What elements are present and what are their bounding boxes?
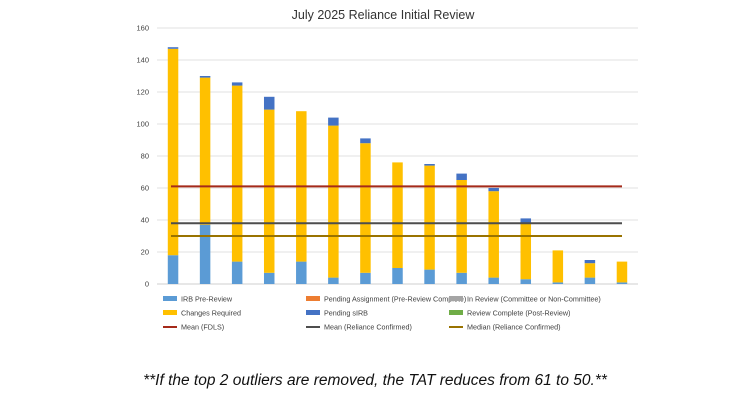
y-tick-label: 100 — [136, 120, 149, 129]
y-axis: 0 20 40 60 80 100 120 140 160 — [136, 24, 149, 289]
chart: July 2025 Reliance Initial Review 0 20 40 6… — [136, 8, 638, 332]
bar-segment — [488, 191, 499, 278]
legend-label: Pending Assignment (Pre-Review Complete) — [324, 295, 466, 304]
bar-segment — [488, 188, 499, 192]
bar-segment — [424, 269, 435, 284]
y-tick-label: 20 — [141, 248, 149, 257]
bar-segment — [231, 85, 243, 262]
bar-segment — [616, 261, 628, 283]
bar-segment — [328, 117, 339, 126]
legend: IRB Pre-Review Pending Assignment (Pre-Re… — [163, 295, 601, 332]
legend-swatch — [163, 310, 177, 315]
reference-lines — [171, 185, 622, 237]
bar-segment — [456, 173, 467, 180]
legend-label: Changes Required — [181, 309, 241, 318]
bar-segment — [552, 282, 564, 284]
bar-segment — [424, 164, 435, 166]
footnote: **If the top 2 outliers are removed, the… — [143, 372, 607, 389]
bar-segment — [616, 282, 628, 284]
bar-segment — [167, 48, 179, 256]
legend-label: Pending sIRB — [324, 309, 368, 318]
bar-segment — [167, 255, 179, 284]
y-tick-label: 140 — [136, 56, 149, 65]
bar-segment — [199, 77, 211, 225]
bar-segment — [199, 224, 211, 284]
y-tick-label: 80 — [141, 152, 149, 161]
legend-label: Mean (FDLS) — [181, 323, 224, 332]
bar-segment — [424, 165, 435, 270]
y-tick-label: 0 — [145, 280, 149, 289]
bar-segment — [231, 82, 243, 86]
bar-segment — [263, 109, 275, 273]
bar-segment — [328, 125, 339, 278]
bar-segment — [231, 261, 243, 284]
bar-segment — [392, 268, 403, 284]
bar-segment — [167, 47, 179, 49]
y-tick-label: 40 — [141, 216, 149, 225]
bar-segment — [584, 263, 596, 278]
bar-segment — [263, 96, 275, 110]
bar-segment — [263, 272, 275, 284]
bar-segment — [488, 277, 499, 284]
bar-segment — [584, 277, 596, 284]
bar-segment — [456, 180, 467, 273]
bar-segment — [520, 279, 532, 284]
bar-segment — [392, 162, 403, 268]
legend-swatch — [449, 310, 463, 315]
y-tick-label: 120 — [136, 88, 149, 97]
y-tick-label: 160 — [136, 24, 149, 33]
bar-segment — [520, 218, 532, 224]
bar-segment — [552, 250, 564, 283]
bars — [167, 47, 628, 284]
bar-segment — [199, 76, 211, 78]
legend-label: IRB Pre-Review — [181, 295, 233, 304]
bar-segment — [360, 138, 371, 144]
legend-swatch — [449, 296, 463, 301]
bar-segment — [456, 272, 467, 284]
legend-label: In Review (Committee or Non-Committee) — [467, 295, 601, 304]
bar-segment — [296, 261, 307, 284]
legend-label: Mean (Reliance Confirmed) — [324, 323, 412, 332]
legend-swatch — [163, 296, 177, 301]
legend-swatch — [306, 296, 320, 301]
legend-label: Review Complete (Post-Review) — [467, 309, 570, 318]
y-tick-label: 60 — [141, 184, 149, 193]
bar-segment — [584, 260, 596, 264]
bar-segment — [360, 272, 371, 284]
bar-segment — [328, 277, 339, 284]
legend-label: Median (Reliance Confirmed) — [467, 323, 560, 332]
chart-title: July 2025 Reliance Initial Review — [292, 8, 476, 22]
legend-swatch — [306, 310, 320, 315]
bar-segment — [360, 143, 371, 273]
bar-segment — [520, 223, 532, 280]
